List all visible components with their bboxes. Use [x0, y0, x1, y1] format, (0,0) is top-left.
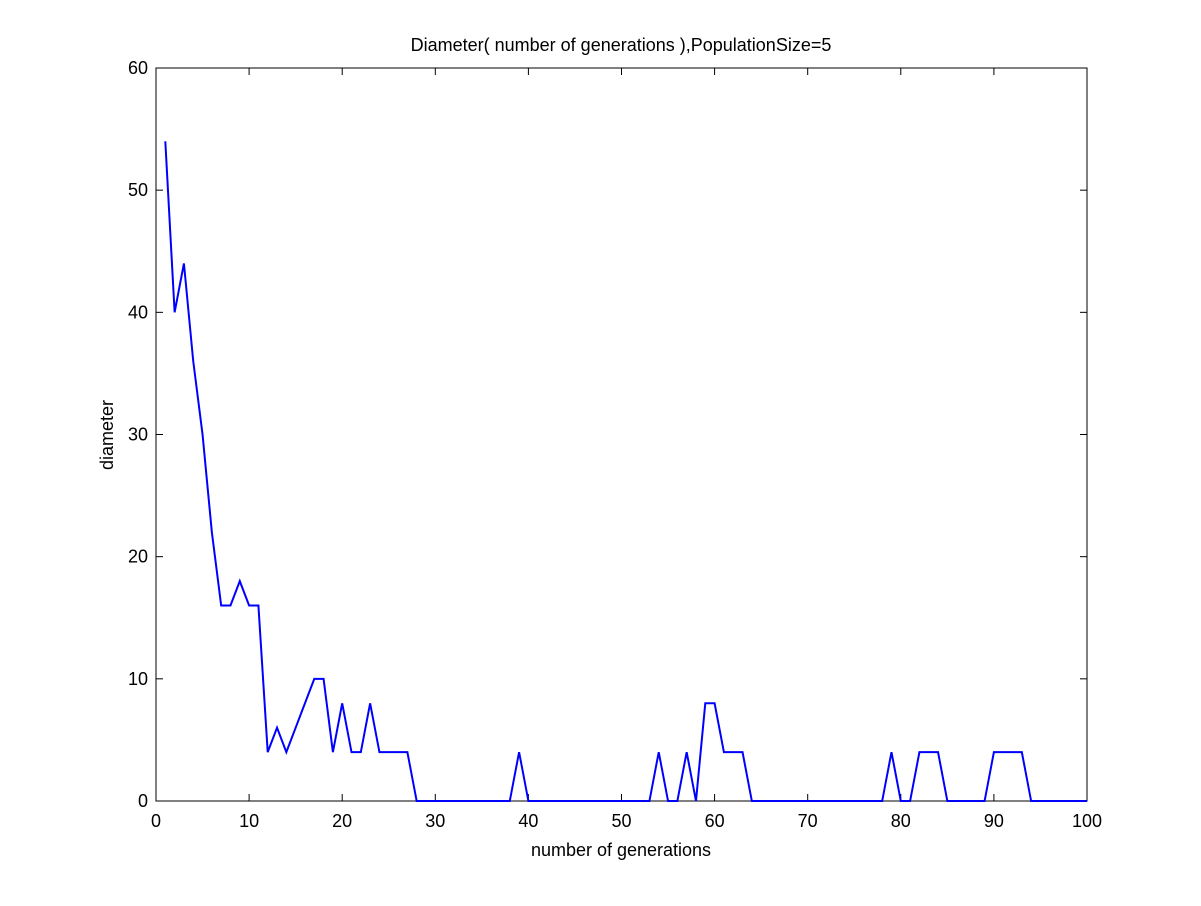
x-tick-label: 30 — [425, 811, 445, 831]
y-tick-label: 30 — [128, 425, 148, 445]
x-tick-label: 100 — [1072, 811, 1102, 831]
x-tick-label: 60 — [705, 811, 725, 831]
chart-title: Diameter( number of generations ),Popula… — [411, 35, 832, 55]
y-tick-label: 50 — [128, 180, 148, 200]
x-tick-label: 50 — [611, 811, 631, 831]
data-line — [164, 141, 1087, 802]
x-axis-label: number of generations — [531, 840, 711, 860]
y-tick-label: 40 — [128, 302, 148, 322]
axes-box — [155, 67, 1088, 802]
y-axis-label: diameter — [97, 400, 117, 470]
x-tick-label: 80 — [891, 811, 911, 831]
x-tick-label: 0 — [151, 811, 161, 831]
x-tick-label: 10 — [239, 811, 259, 831]
y-tick-label: 60 — [128, 58, 148, 78]
y-tick-label: 20 — [128, 547, 148, 567]
y-tick-label: 0 — [138, 791, 148, 811]
x-tick-label: 40 — [518, 811, 538, 831]
x-tick-label: 70 — [798, 811, 818, 831]
x-tick-label: 20 — [332, 811, 352, 831]
y-tick-label: 10 — [128, 669, 148, 689]
x-tick-label: 90 — [984, 811, 1004, 831]
